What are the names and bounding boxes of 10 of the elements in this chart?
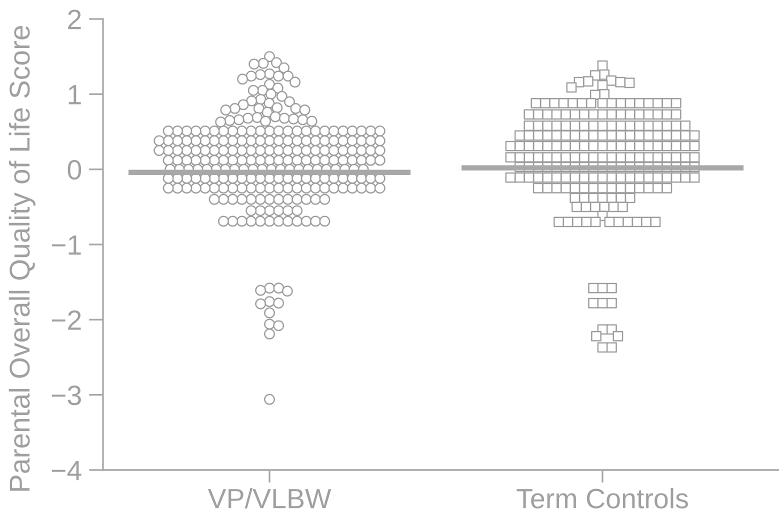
y-tick-label: 2: [68, 10, 81, 30]
y-tick-label: −2: [52, 310, 81, 330]
y-tick-label: −3: [52, 386, 81, 406]
y-tick-label: −4: [52, 460, 82, 480]
x-tick-label: VP/VLBW: [208, 488, 332, 508]
y-tick-label: 1: [68, 85, 81, 104]
y-tick-label: 0: [68, 160, 82, 180]
y-axis-title: Parental Overall Quality of Life Score: [8, 26, 36, 491]
y-tick-label: −1: [52, 235, 81, 255]
x-tick-label: Term Controls: [516, 488, 688, 508]
